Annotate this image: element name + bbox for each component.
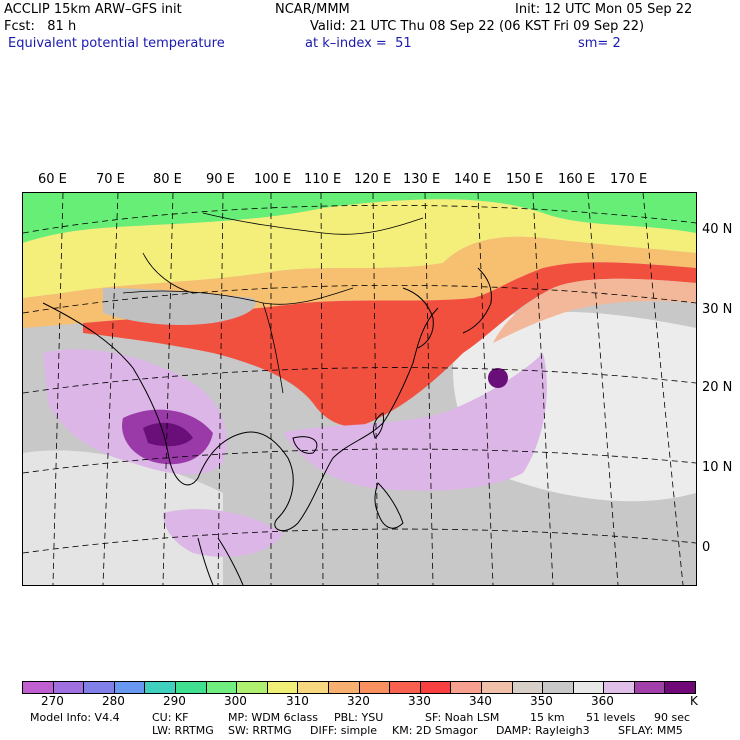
footer-cu: CU: KF	[152, 711, 189, 724]
forecast-hour: Fcst: 81 h	[4, 19, 77, 34]
lon-label-120e: 120 E	[354, 172, 392, 187]
footer-levels: 51 levels	[586, 711, 636, 724]
colorbar-swatch-18	[573, 682, 605, 693]
colorbar-swatch-17	[543, 682, 574, 693]
footer-sw: SW: RRTMG	[228, 724, 292, 737]
valid-time: Valid: 21 UTC Thu 08 Sep 22 (06 KST Fri …	[310, 19, 645, 34]
init-time: Init: 12 UTC Mon 05 Sep 22	[515, 2, 693, 17]
red-band	[83, 262, 696, 427]
colorbar-swatch-19	[604, 682, 635, 693]
footer-mp: MP: WDM 6class	[228, 711, 318, 724]
colorbar-label-300: 300	[224, 694, 247, 708]
colorbar-swatch-10	[328, 682, 360, 693]
colorbar-swatch-7	[237, 682, 268, 693]
footer-diff: DIFF: simple	[310, 724, 378, 737]
level-index: at k–index = 51	[305, 36, 412, 51]
lon-label-100e: 100 E	[254, 172, 292, 187]
colorbar-label-290: 290	[163, 694, 186, 708]
colorbar-swatch-12	[390, 682, 421, 693]
country-borders	[122, 212, 424, 394]
lavender-pacific	[283, 353, 547, 491]
colorbar-swatch-3	[114, 682, 146, 693]
lon-label-80e: 80 E	[153, 172, 182, 187]
colorbar-swatch-11	[359, 682, 391, 693]
colorbar-label-330: 330	[408, 694, 431, 708]
colorbar-swatch-20	[634, 682, 666, 693]
lat-label-30n: 30 N	[702, 302, 733, 317]
lon-label-130e: 130 E	[403, 172, 441, 187]
model-title: ACCLIP 15km ARW–GFS init	[4, 2, 182, 17]
lightgray-region-sw	[23, 450, 223, 585]
peach-band	[493, 278, 696, 343]
tibet-region	[103, 288, 256, 325]
colorbar-swatch-9	[298, 682, 329, 693]
colorbar-swatch-15	[481, 682, 513, 693]
footer-timestep: 90 sec	[654, 711, 691, 724]
colorbar-unit: K	[690, 694, 698, 708]
yellow-band	[23, 199, 696, 298]
field-name: Equivalent potential temperature	[8, 36, 225, 51]
coastlines	[42, 267, 492, 585]
colorbar-swatch-2	[84, 682, 115, 693]
darkpurple-india	[143, 422, 193, 447]
footer-damp: DAMP: Rayleigh3	[496, 724, 590, 737]
colorbar-swatch-0	[23, 682, 54, 693]
footer-sf: SF: Noah LSM	[425, 711, 500, 724]
graticule	[23, 193, 696, 585]
footer-sflay: SFLAY: MM5	[618, 724, 683, 737]
colorbar-swatch-1	[53, 682, 85, 693]
colorbar-label-280: 280	[102, 694, 125, 708]
lat-label-20n: 20 N	[702, 380, 733, 395]
lat-label-10n: 10 N	[702, 460, 733, 475]
footer-model-info: Model Info: V4.4	[30, 711, 120, 724]
smoothing: sm= 2	[578, 36, 621, 51]
lat-label-40n: 40 N	[702, 222, 733, 237]
footer-resolution: 15 km	[530, 711, 565, 724]
lon-label-140e: 140 E	[454, 172, 492, 187]
org-label: NCAR/MMM	[275, 2, 350, 17]
colorbar-label-360: 360	[591, 694, 614, 708]
footer-km: KM: 2D Smagor	[392, 724, 478, 737]
lon-label-70e: 70 E	[96, 172, 125, 187]
typhoon-core	[488, 368, 508, 388]
lon-label-60e: 60 E	[38, 172, 67, 187]
lon-label-170e: 170 E	[610, 172, 648, 187]
lon-label-110e: 110 E	[304, 172, 342, 187]
theta-e-map	[22, 192, 697, 586]
lat-label-0: 0	[702, 540, 711, 555]
colorbar-swatch-21	[665, 682, 696, 693]
map-canvas	[23, 193, 696, 585]
colorbar	[22, 681, 696, 694]
colorbar-label-310: 310	[286, 694, 309, 708]
colorbar-swatch-14	[451, 682, 482, 693]
green-band	[23, 193, 696, 243]
lon-label-160e: 160 E	[558, 172, 596, 187]
colorbar-swatch-4	[145, 682, 176, 693]
colorbar-swatch-8	[267, 682, 299, 693]
colorbar-label-320: 320	[347, 694, 370, 708]
lavender-south	[163, 509, 283, 557]
colorbar-swatch-5	[175, 682, 207, 693]
footer-lw: LW: RRTMG	[152, 724, 214, 737]
colorbar-label-350: 350	[530, 694, 553, 708]
colorbar-label-270: 270	[41, 694, 64, 708]
lon-label-90e: 90 E	[206, 172, 235, 187]
footer-pbl: PBL: YSU	[334, 711, 384, 724]
colorbar-swatch-13	[420, 682, 452, 693]
lon-label-150e: 150 E	[506, 172, 544, 187]
colorbar-swatch-6	[206, 682, 238, 693]
colorbar-swatch-16	[512, 682, 544, 693]
colorbar-label-340: 340	[469, 694, 492, 708]
